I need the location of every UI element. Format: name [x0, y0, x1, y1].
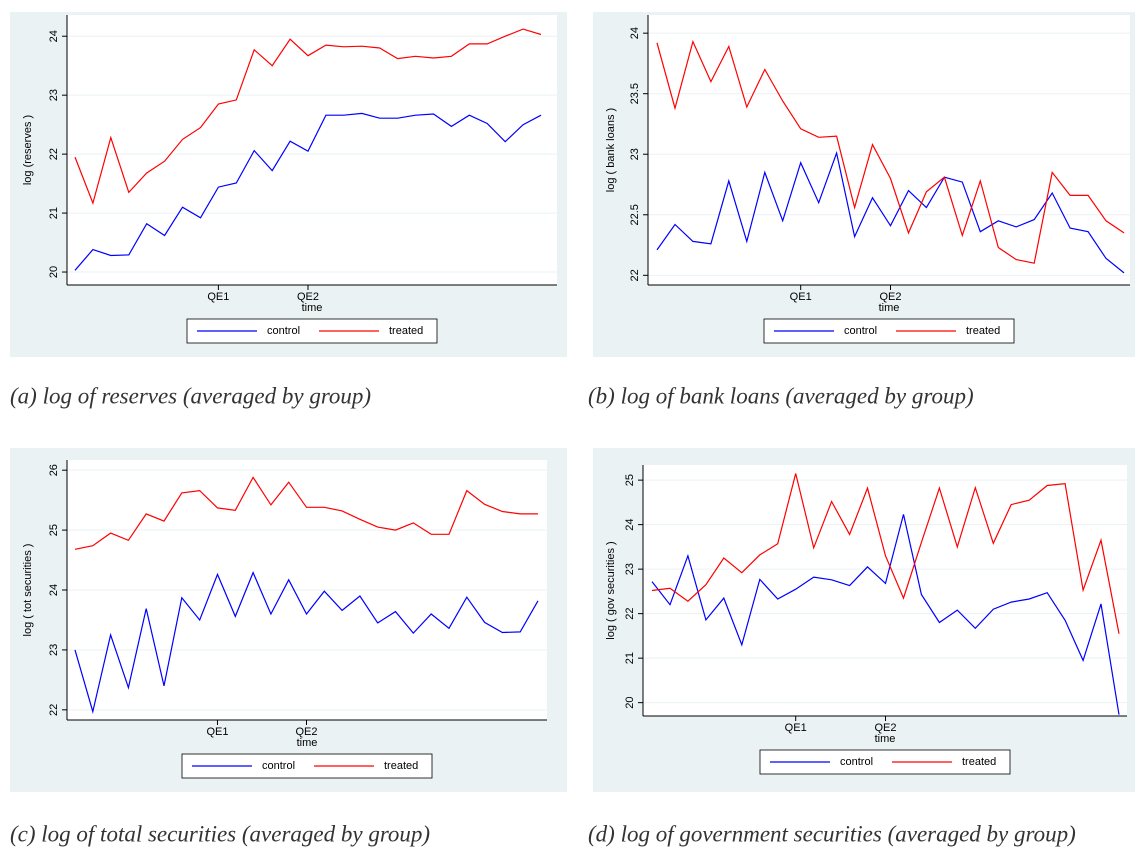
legend-label: control — [262, 760, 295, 772]
series-line — [74, 476, 538, 550]
plot-area — [648, 15, 1130, 285]
series-line — [74, 28, 542, 206]
y-tick-label: 24 — [48, 30, 60, 42]
caption: (a) log of reserves (averaged by group) — [10, 383, 371, 408]
legend-label: treated — [962, 756, 996, 768]
y-axis-label: log ( gov securities ) — [605, 541, 617, 639]
y-tick-label: 22 — [48, 148, 60, 160]
caption: (b) log of bank loans (averaged by group… — [588, 383, 974, 408]
y-tick-label: 25 — [48, 524, 60, 536]
y-tick-label: 22 — [624, 608, 636, 620]
y-tick-label: 20 — [48, 266, 60, 278]
legend-label: treated — [384, 760, 418, 772]
y-tick-label: 21 — [624, 652, 636, 664]
x-tick-label: QE1 — [785, 722, 807, 734]
x-tick-label: QE2 — [879, 291, 901, 303]
legend-label: control — [267, 325, 300, 337]
x-tick-label: QE1 — [790, 291, 812, 303]
series-line — [74, 571, 539, 714]
y-tick-label: 23 — [48, 644, 60, 656]
legend-label: control — [844, 325, 877, 337]
series-line — [74, 112, 542, 271]
y-axis-label: log ( bank loans ) — [605, 108, 617, 192]
y-tick-label: 23 — [48, 89, 60, 101]
series-line — [651, 514, 1120, 715]
x-axis-label: time — [302, 302, 323, 314]
x-tick-label: QE1 — [206, 726, 228, 738]
y-tick-label: 21 — [48, 207, 60, 219]
legend-label: treated — [389, 325, 423, 337]
y-tick-label: 24 — [48, 584, 60, 596]
y-axis-label: log ( tot securities ) — [22, 544, 34, 637]
y-axis-label: log (reserves ) — [22, 115, 34, 185]
y-tick-label: 22.5 — [629, 204, 641, 225]
y-tick-label: 22 — [48, 704, 60, 716]
legend-label: control — [840, 756, 873, 768]
plot-area — [67, 15, 557, 285]
y-tick-label: 22 — [629, 269, 641, 281]
x-tick-label: QE1 — [207, 291, 229, 303]
x-tick-label: QE2 — [295, 726, 317, 738]
y-tick-label: 23.5 — [629, 83, 641, 104]
y-tick-label: 24 — [624, 519, 636, 531]
caption: (c) log of total securities (averaged by… — [10, 821, 430, 846]
y-tick-label: 24 — [629, 27, 641, 39]
y-tick-label: 25 — [624, 474, 636, 486]
y-tick-label: 23 — [629, 148, 641, 160]
plot-area — [643, 465, 1127, 716]
x-axis-label: time — [875, 733, 896, 745]
x-axis-label: time — [297, 737, 318, 749]
y-tick-label: 26 — [48, 464, 60, 476]
series-line — [651, 473, 1120, 634]
x-tick-label: QE2 — [297, 291, 319, 303]
legend-label: treated — [966, 325, 1000, 337]
series-line — [656, 39, 1125, 264]
x-tick-label: QE2 — [874, 722, 896, 734]
y-tick-label: 23 — [624, 563, 636, 575]
caption: (d) log of government securities (averag… — [588, 821, 1076, 846]
y-tick-label: 20 — [624, 697, 636, 709]
x-axis-label: time — [879, 302, 900, 314]
